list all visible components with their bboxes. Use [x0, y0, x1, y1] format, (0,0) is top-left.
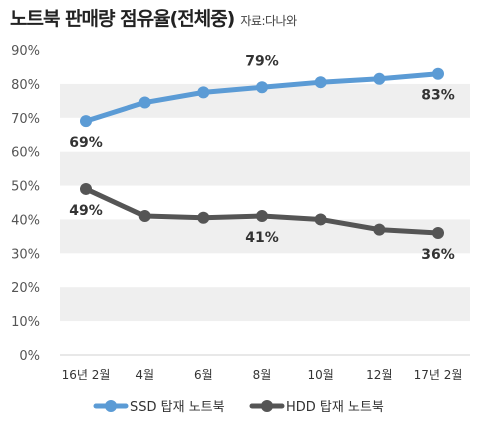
chart-title: 노트북 판매량 점유율(전체중)	[10, 8, 235, 30]
title-row: 노트북 판매량 점유율(전체중) 자료:다나와	[10, 4, 297, 34]
data-point	[138, 96, 151, 109]
x-tick-label: 10월	[308, 368, 334, 382]
data-point	[373, 223, 386, 236]
data-point	[197, 86, 210, 99]
y-tick-label: 60%	[11, 146, 40, 161]
data-point	[432, 227, 444, 239]
grid-band	[60, 219, 470, 254]
y-tick-label: 10%	[11, 315, 40, 330]
data-point	[314, 213, 327, 226]
data-point	[80, 182, 92, 195]
data-point	[138, 210, 151, 223]
y-tick-label: 0%	[19, 349, 40, 364]
data-label: 83%	[421, 88, 455, 104]
legend-marker	[261, 400, 273, 412]
x-tick-label: 12월	[366, 368, 392, 382]
legend-label: SSD 탑재 노트북	[130, 400, 225, 415]
y-tick-label: 80%	[11, 78, 40, 93]
data-point	[256, 210, 268, 223]
grid-band	[60, 287, 470, 322]
y-tick-label: 30%	[11, 247, 40, 262]
y-tick-label: 70%	[11, 112, 40, 127]
grid-band	[60, 151, 470, 186]
y-tick-label: 40%	[11, 213, 40, 228]
data-label: 69%	[69, 135, 103, 151]
x-tick-label: 6월	[194, 368, 213, 382]
data-label: 41%	[245, 230, 279, 246]
data-point	[256, 81, 268, 94]
x-tick-label: 16년 2월	[62, 368, 111, 382]
legend-label: HDD 탑재 노트북	[286, 400, 384, 415]
data-point	[373, 72, 386, 85]
x-tick-label: 8월	[253, 368, 272, 382]
x-tick-label: 4월	[135, 368, 154, 382]
data-point	[314, 76, 327, 89]
source-note: 자료:다나와	[240, 14, 297, 28]
legend-marker	[105, 400, 117, 412]
data-point	[432, 67, 444, 80]
data-label: 79%	[245, 53, 279, 69]
y-tick-label: 50%	[11, 180, 40, 195]
y-tick-label: 90%	[11, 44, 40, 59]
data-label: 36%	[421, 247, 455, 263]
data-label: 49%	[69, 203, 103, 219]
x-tick-label: 17년 2월	[414, 368, 463, 382]
y-tick-label: 20%	[11, 281, 40, 296]
data-point	[80, 115, 92, 128]
data-point	[197, 211, 210, 224]
